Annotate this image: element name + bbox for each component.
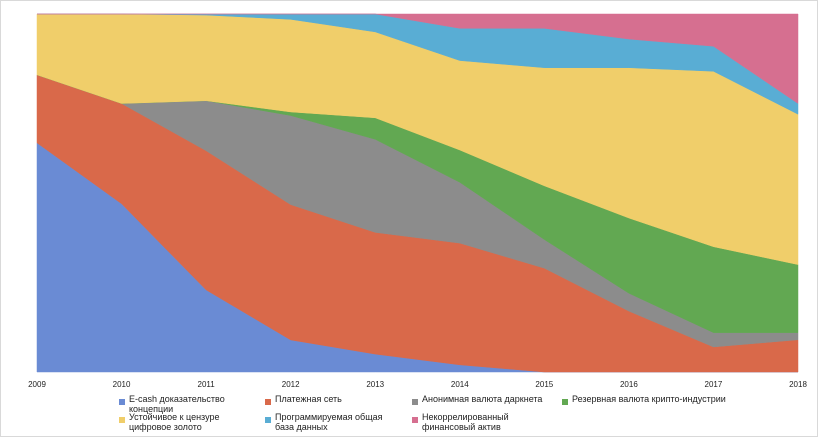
legend-swatch-crypto-reserve [562,399,568,405]
x-tick-label: 2013 [366,380,384,389]
area-series-group [36,13,799,373]
x-tick-label: 2017 [705,380,723,389]
x-tick-label: 2014 [451,380,469,389]
x-axis-tick-labels: 2009 2010 2011 2012 2013 2014 2015 2016 2017 2018 [28,380,807,389]
legend-label-digital-gold: Устойчивое к цензуре цифровое золото [129,412,220,432]
legend-swatch-uncorrelated-asset [412,417,418,423]
legend-label-crypto-reserve: Резервная валюта крипто-индустрии [572,394,726,404]
legend-label-uncorrelated-asset: Некоррелированный финансовый актив [422,412,509,432]
legend-swatch-digital-gold [119,417,125,423]
legend-swatch-e-cash [119,399,125,405]
area-series-6 [37,13,799,104]
stacked-area-chart: 2009 2010 2011 2012 2013 2014 2015 2016 2017 2018 [28,13,807,389]
legend-label-darknet-currency: Анонимная валюта даркнета [422,394,543,404]
x-tick-label: 2012 [282,380,300,389]
legend-label-programmable-db: Программируемая общая база данных [275,412,383,432]
chart-legend: E-cash доказательство концепции Платежна… [112,394,772,438]
x-tick-label: 2016 [620,380,638,389]
legend-swatch-darknet-currency [412,399,418,405]
legend-swatch-payment-network [265,399,271,405]
x-tick-label: 2011 [198,380,216,389]
legend-swatch-programmable-db [265,417,271,423]
x-tick-label: 2010 [113,380,131,389]
x-tick-label: 2015 [535,380,553,389]
legend-label-e-cash: E-cash доказательство концепции [129,394,225,414]
x-tick-label: 2009 [28,380,46,389]
legend-label-payment-network: Платежная сеть [275,394,342,404]
x-tick-label: 2018 [789,380,807,389]
